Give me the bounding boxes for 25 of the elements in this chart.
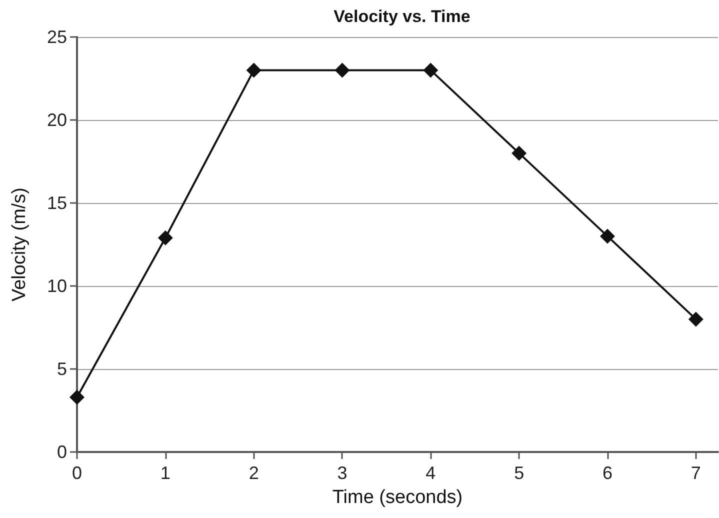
point [334,62,350,78]
point [600,228,615,244]
y-tick-label: 0 [56,442,67,462]
y-tick-label: 25 [46,27,67,47]
x-tick-label: 6 [602,463,612,483]
x-tick-label: 5 [514,463,524,483]
x-tick-label: 7 [690,463,701,483]
chart-title: Velocity vs. Time [334,7,470,26]
y-tick-label: 15 [46,193,67,213]
point [70,390,84,405]
y-tick-label: 5 [56,359,67,379]
x-tick-label: 0 [72,463,82,483]
point [423,62,438,78]
point [512,146,527,161]
point [158,230,173,246]
x-tick-label: 3 [337,463,348,483]
y-tick-label: 20 [46,110,67,130]
point [246,62,262,78]
y-tick-label: 10 [46,276,67,296]
x-tick-label: 2 [248,463,259,483]
x-tick-label: 1 [160,463,170,483]
x-tick-label: 4 [426,463,436,483]
x-axis-title: Time (seconds) [332,487,463,508]
y-axis-title: Velocity (m/s) [9,187,30,302]
point [688,312,704,327]
